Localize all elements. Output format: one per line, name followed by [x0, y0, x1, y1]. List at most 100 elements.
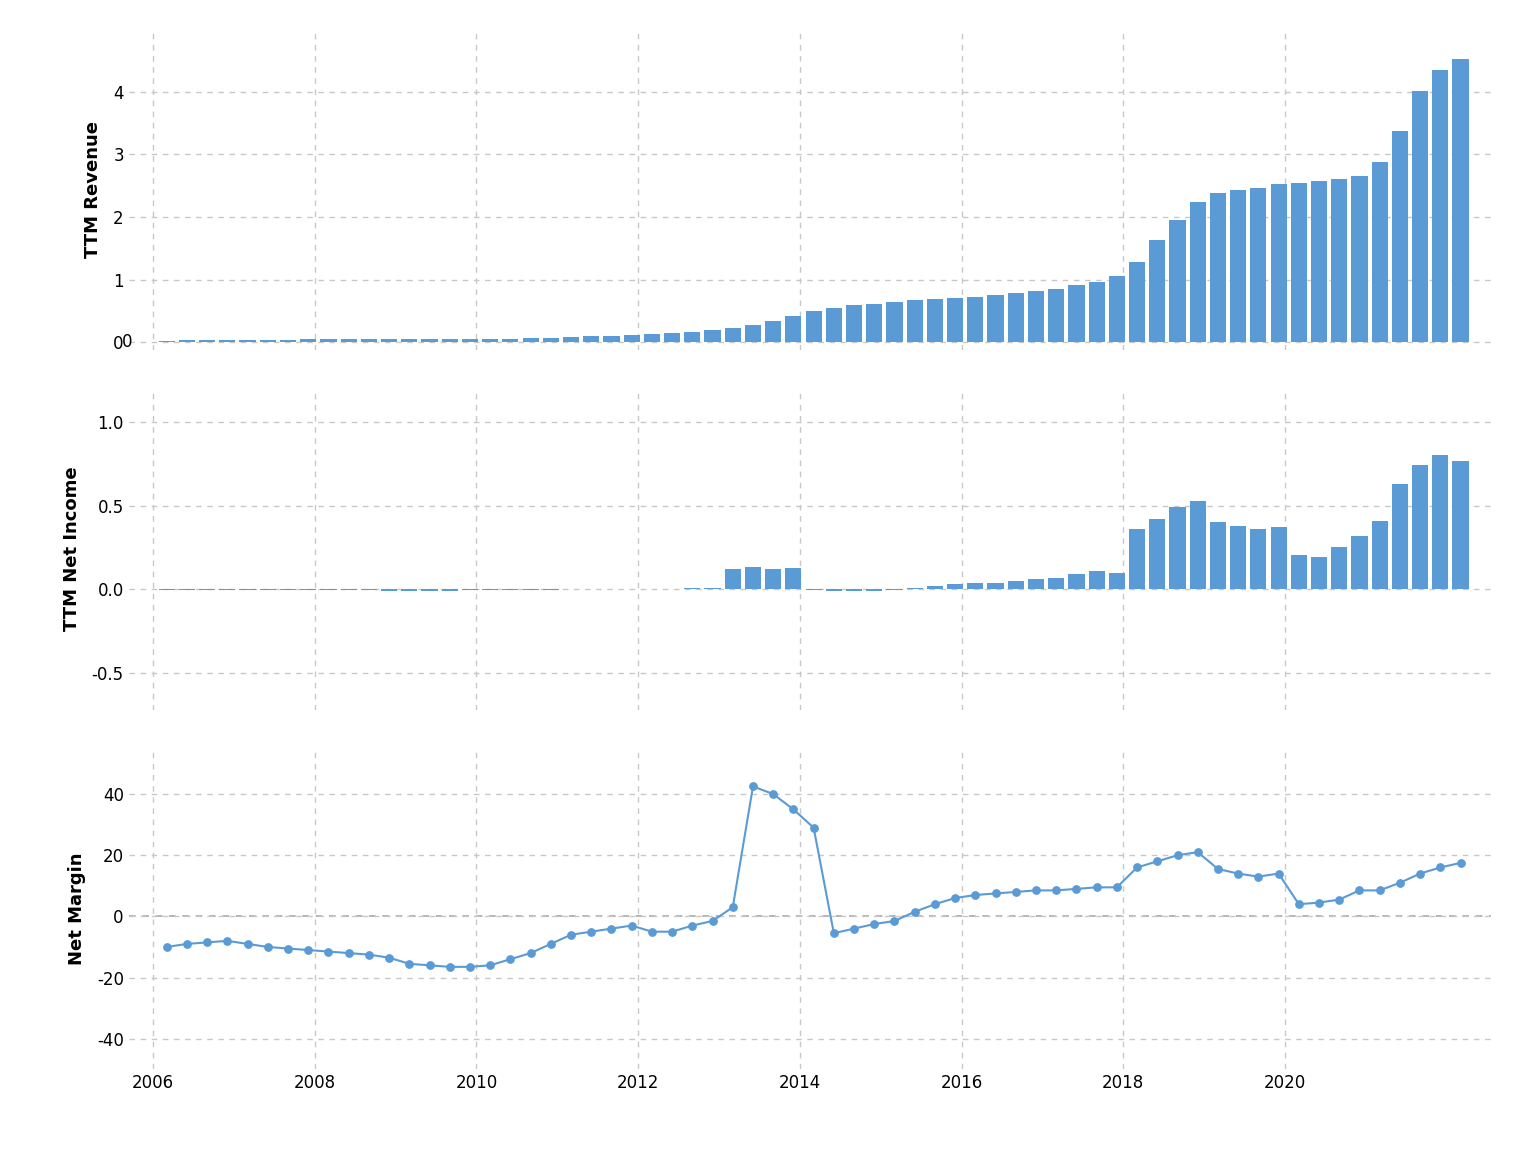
Bar — [643, 334, 660, 342]
Bar — [1210, 523, 1226, 590]
Bar — [1251, 188, 1267, 342]
Bar — [1391, 484, 1408, 590]
Point — [1084, 879, 1108, 897]
Point — [174, 935, 198, 954]
Bar — [1069, 575, 1084, 590]
Bar — [1331, 179, 1347, 342]
Point — [377, 948, 401, 966]
Bar — [1089, 571, 1105, 590]
Bar — [300, 340, 316, 342]
Bar — [239, 340, 256, 342]
Point — [195, 933, 220, 951]
Point — [1045, 881, 1069, 899]
Point — [1408, 865, 1432, 883]
Bar — [382, 590, 397, 591]
Bar — [220, 340, 236, 342]
Point — [256, 938, 280, 956]
Bar — [382, 339, 397, 342]
Bar — [786, 569, 801, 590]
Bar — [421, 590, 438, 591]
Bar — [583, 336, 600, 342]
Bar — [563, 338, 580, 342]
Point — [215, 932, 239, 950]
Point — [1428, 858, 1452, 876]
Bar — [462, 339, 478, 342]
Bar — [745, 325, 762, 342]
Point — [1166, 846, 1190, 865]
Bar — [503, 339, 518, 342]
Bar — [948, 584, 963, 590]
Point — [984, 884, 1008, 903]
Point — [1307, 894, 1331, 912]
Bar — [360, 339, 377, 342]
Bar — [1008, 294, 1023, 342]
Bar — [805, 590, 822, 591]
Bar — [1190, 501, 1205, 590]
Bar — [1028, 291, 1045, 342]
Point — [418, 956, 442, 975]
Bar — [179, 341, 195, 342]
Bar — [1149, 519, 1166, 590]
Bar — [1291, 555, 1307, 590]
Bar — [401, 339, 418, 342]
Point — [781, 800, 805, 818]
Bar — [1372, 520, 1388, 590]
Bar — [765, 569, 781, 590]
Point — [1105, 879, 1129, 897]
Point — [822, 924, 846, 942]
Bar — [1169, 507, 1185, 590]
Bar — [1108, 572, 1125, 590]
Bar — [1048, 578, 1064, 590]
Bar — [967, 583, 984, 590]
Bar — [1432, 71, 1449, 342]
Bar — [1352, 535, 1367, 590]
Point — [762, 785, 786, 803]
Bar — [1048, 289, 1064, 342]
Bar — [765, 321, 781, 342]
Bar — [907, 587, 924, 590]
Point — [943, 889, 967, 907]
Bar — [321, 339, 336, 342]
Bar — [1270, 526, 1287, 590]
Bar — [1108, 276, 1125, 342]
Point — [580, 922, 604, 941]
Bar — [1311, 557, 1328, 590]
Bar — [1190, 202, 1205, 342]
Bar — [987, 583, 1004, 590]
Point — [600, 919, 624, 938]
Point — [276, 940, 300, 958]
Bar — [159, 341, 174, 342]
Bar — [360, 590, 377, 591]
Point — [1145, 852, 1169, 870]
Bar — [927, 299, 943, 342]
Bar — [805, 311, 822, 342]
Bar — [1210, 193, 1226, 342]
Bar — [1311, 181, 1328, 342]
Point — [619, 917, 643, 935]
Point — [701, 912, 725, 931]
Bar — [198, 340, 215, 342]
Point — [498, 950, 522, 969]
Bar — [886, 302, 902, 342]
Bar — [825, 590, 842, 591]
Point — [660, 922, 684, 941]
Bar — [684, 332, 701, 342]
Point — [1004, 883, 1028, 902]
Point — [1246, 867, 1270, 885]
Bar — [1169, 220, 1185, 342]
Bar — [1089, 282, 1105, 342]
Point — [883, 912, 907, 931]
Y-axis label: Net Margin: Net Margin — [68, 852, 86, 965]
Bar — [522, 339, 539, 342]
Bar — [401, 590, 418, 591]
Point — [1185, 843, 1210, 861]
Text: 0: 0 — [123, 333, 133, 351]
Point — [397, 955, 421, 973]
Bar — [725, 328, 740, 342]
Bar — [846, 305, 861, 342]
Point — [721, 898, 745, 917]
Bar — [481, 339, 498, 342]
Point — [1125, 858, 1149, 876]
Point — [740, 777, 765, 795]
Bar — [1149, 239, 1166, 342]
